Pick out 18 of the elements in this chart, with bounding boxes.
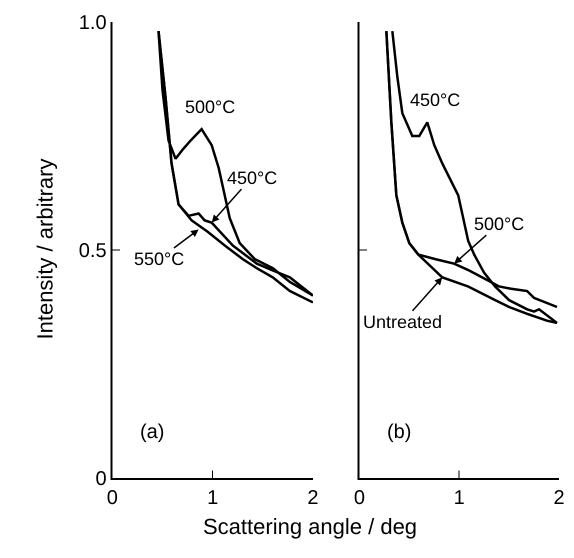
annotation: (b) <box>387 421 412 443</box>
y-tick-label: 0 <box>95 468 107 490</box>
x-axis-title: Scattering angle / deg <box>203 514 418 539</box>
annotation: Untreated <box>363 312 442 332</box>
annotation: 500°C <box>185 97 236 117</box>
y-tick-label: 1.0 <box>78 12 107 34</box>
x-tick-label: 1 <box>454 486 465 509</box>
annotation: 450°C <box>410 90 460 110</box>
y-tick-label: 0.5 <box>78 240 107 262</box>
x-tick-label: 2 <box>553 486 565 509</box>
annotation: 450°C <box>227 168 278 188</box>
annotation: 500°C <box>474 214 524 234</box>
x-tick-label: 2 <box>307 486 319 509</box>
annotation: 550°C <box>134 249 184 269</box>
annotation: (a) <box>140 421 164 443</box>
x-tick-label: 0 <box>354 486 365 509</box>
x-tick-label: 1 <box>207 486 218 509</box>
y-axis-title: Intensity / arbitrary <box>32 158 58 340</box>
